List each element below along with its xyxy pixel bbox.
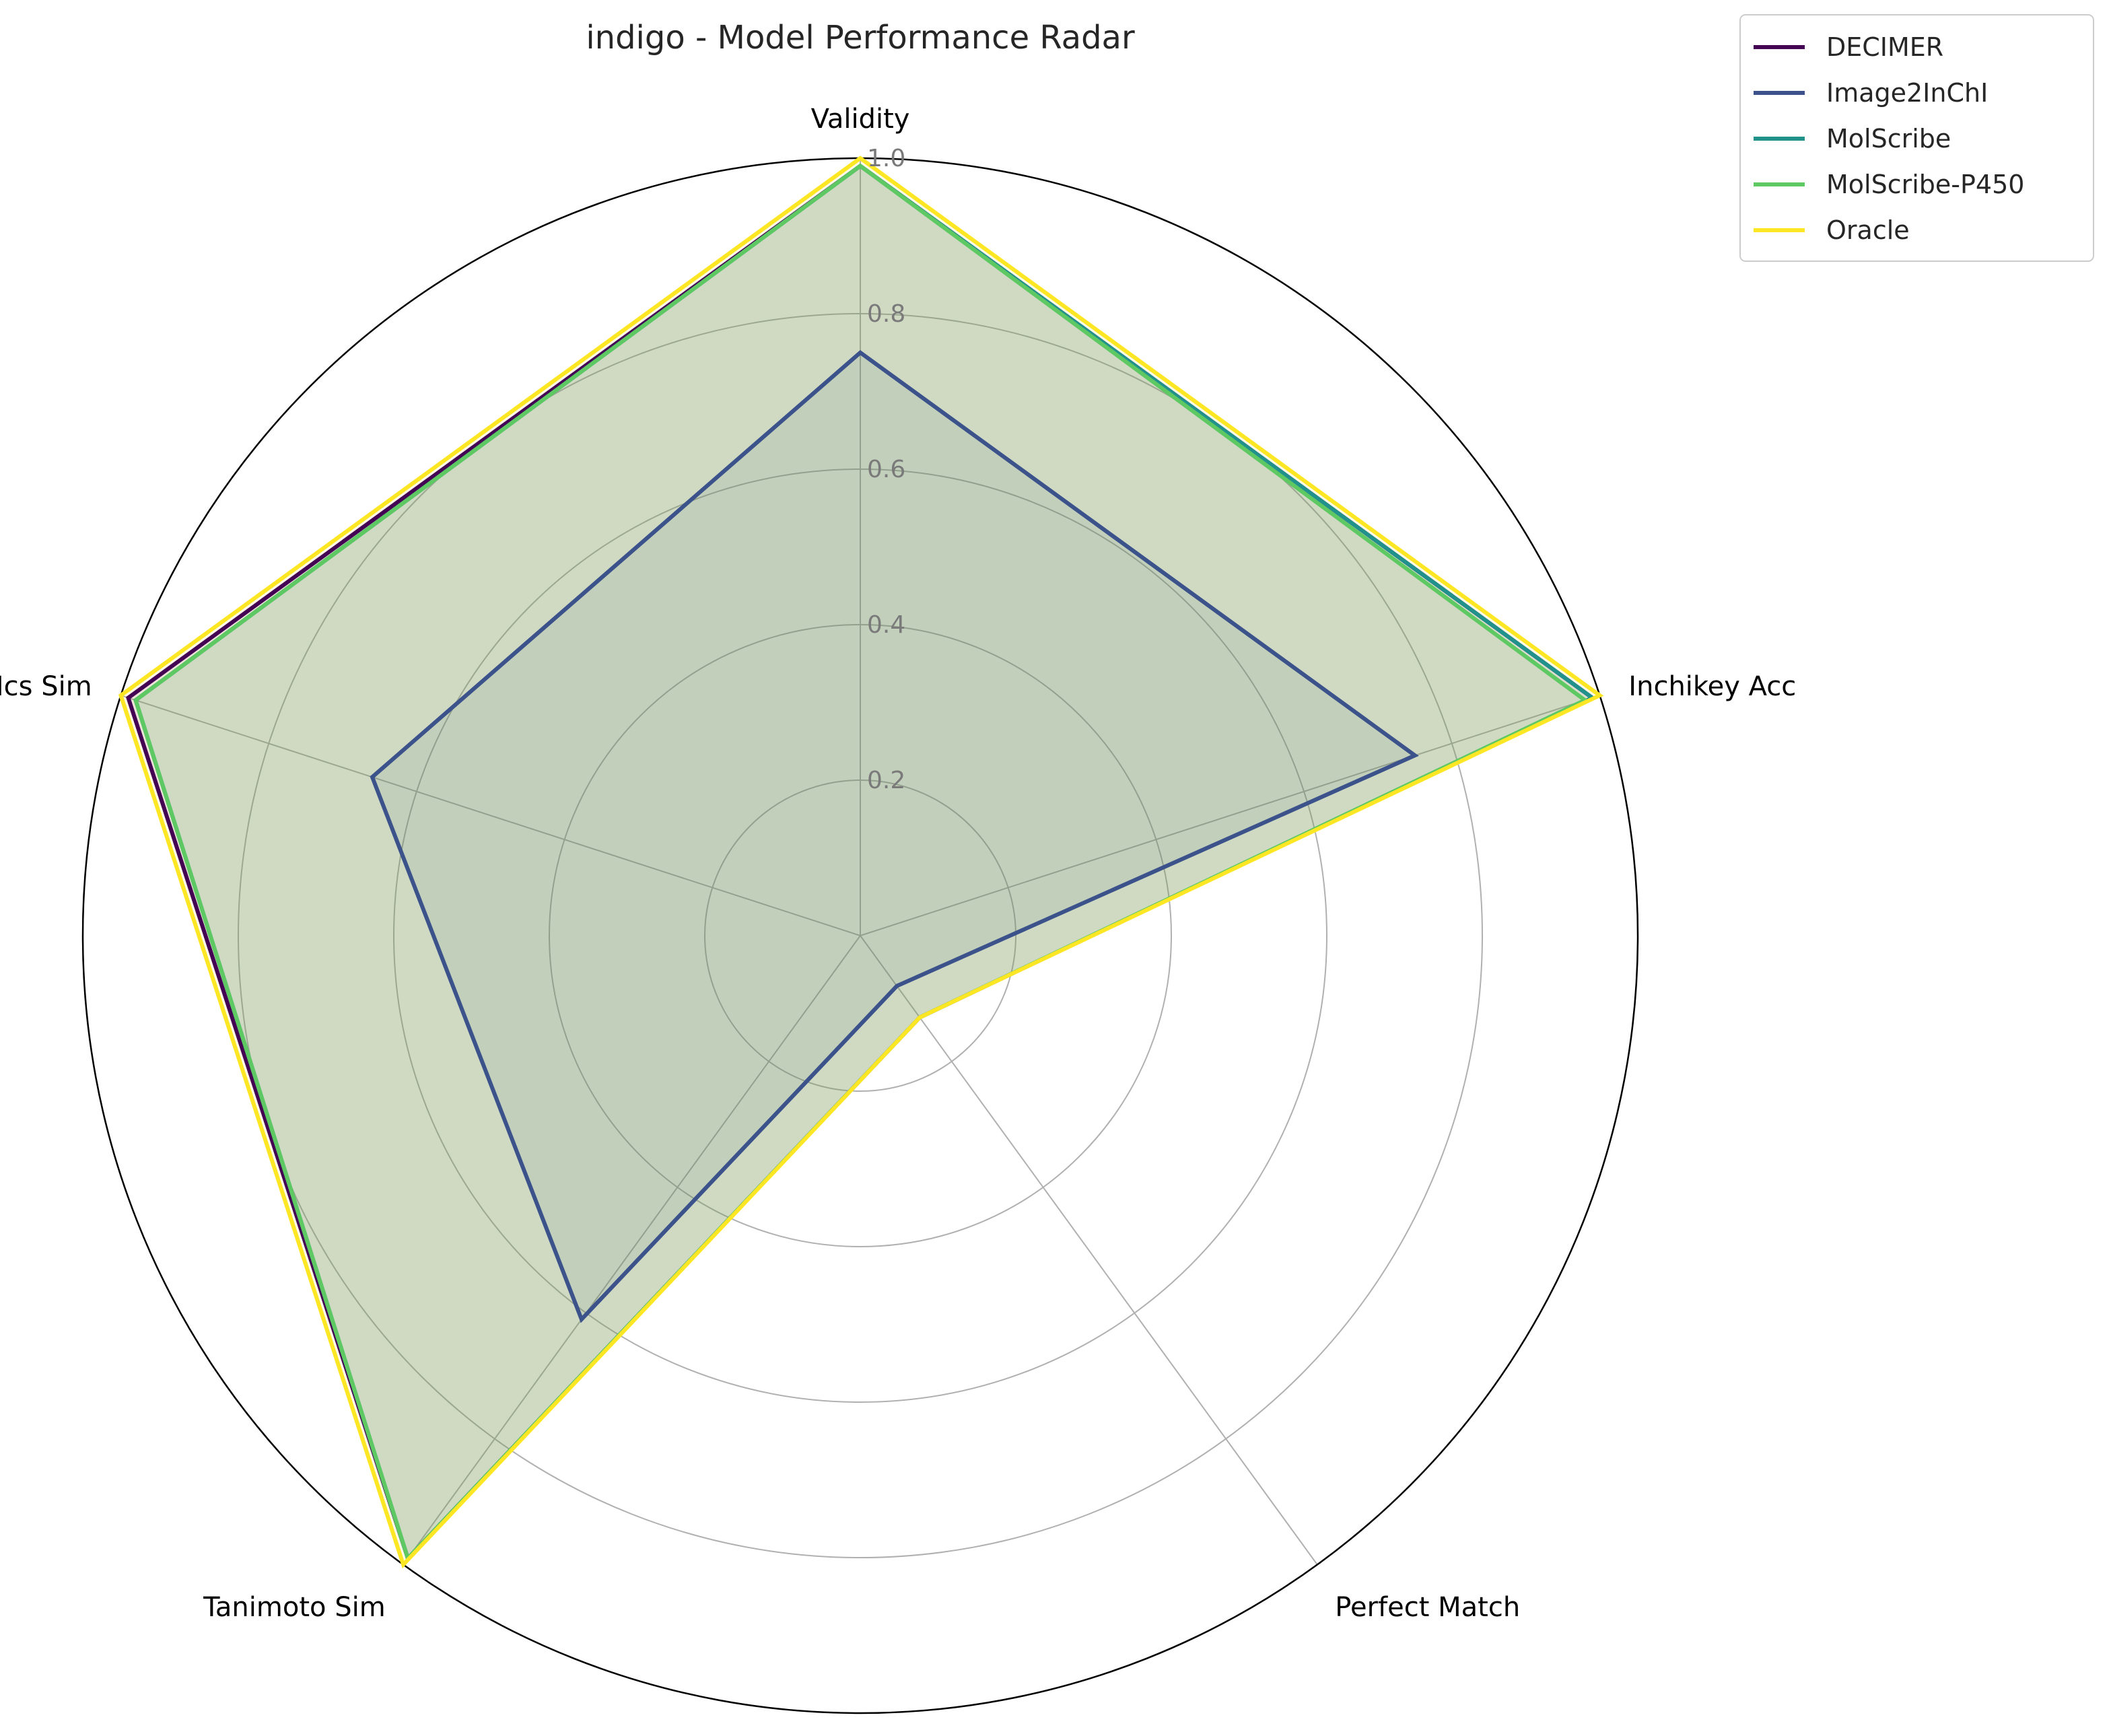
series-fill-0	[128, 166, 1593, 1559]
axis-label: Validity	[811, 104, 910, 135]
axis-label: Inchikey Acc	[1628, 671, 1796, 702]
legend-label: MolScribe	[1826, 124, 1951, 153]
series-fill-3	[135, 166, 1585, 1559]
series-lines	[118, 155, 1604, 1569]
legend-label: DECIMER	[1826, 32, 1943, 62]
series-line-1	[370, 349, 1419, 1323]
spoke-line	[860, 695, 1600, 936]
axis-label: Tanimoto Sim	[203, 1592, 386, 1623]
series-fill-2	[135, 166, 1593, 1559]
axis-label: Mcs Sim	[0, 671, 92, 702]
axis-label: Perfect Match	[1335, 1592, 1520, 1623]
legend-label: Oracle	[1826, 215, 1910, 245]
spoke-line	[403, 935, 861, 1566]
axis-labels: 0.2 0.4 0.6 0.8 1.0 Validity Inchikey Acc Perfe…	[0, 104, 1796, 1623]
series-fills	[120, 158, 1600, 1565]
radial-tick-label: 0.4	[867, 611, 905, 639]
radial-tick-label: 0.6	[867, 456, 905, 483]
legend-box	[1739, 14, 2094, 262]
radial-tick-label: 0.8	[867, 300, 905, 328]
legend-label: Image2InChI	[1826, 78, 1988, 108]
series-fill-1	[372, 352, 1415, 1319]
chart-title: indigo - Model Performance Radar	[586, 19, 1135, 57]
legend-label: MolScribe-P450	[1826, 170, 2024, 199]
spoke-line	[120, 695, 861, 936]
radial-tick-label: 0.2	[867, 767, 905, 794]
series-line-4	[118, 155, 1604, 1569]
spoke-line	[860, 935, 1318, 1566]
legend: DECIMER Image2InChI MolScribe MolScribe-P45…	[1739, 14, 2094, 262]
radial-tick-label: 1.0	[867, 145, 905, 172]
series-fill-4	[120, 158, 1600, 1565]
